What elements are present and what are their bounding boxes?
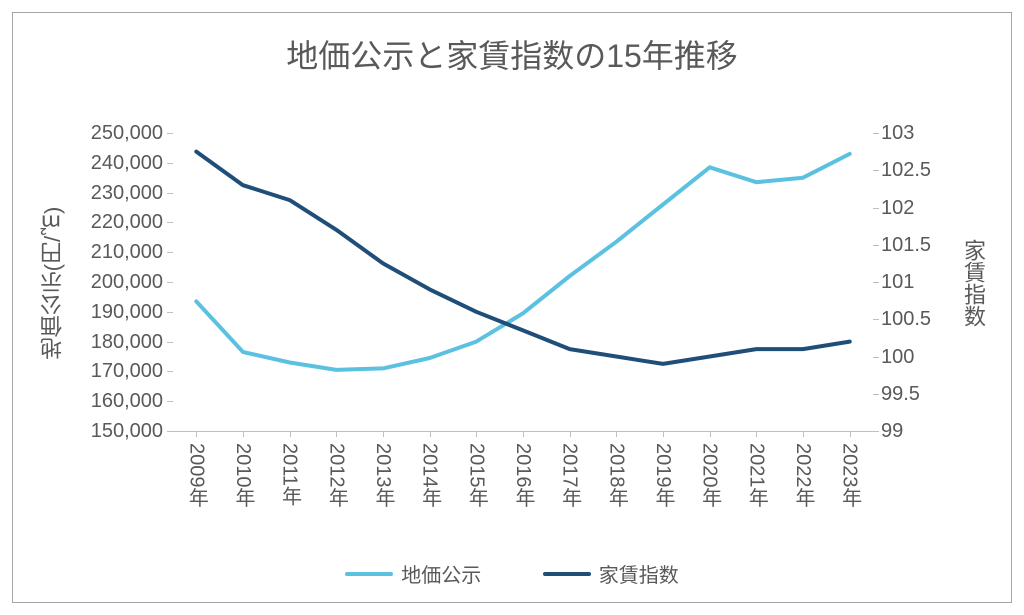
x-tick-label: 2023年 bbox=[840, 443, 860, 508]
legend-label-1: 家賃指数 bbox=[599, 559, 679, 588]
legend-item-0: 地価公示 bbox=[345, 559, 481, 588]
series-line bbox=[196, 152, 849, 364]
x-tick-label: 2012年 bbox=[326, 443, 346, 508]
legend: 地価公示 家賃指数 bbox=[13, 559, 1011, 589]
x-tick-label: 2020年 bbox=[700, 443, 720, 508]
y-right-tick-label: 100 bbox=[881, 347, 951, 367]
y-right-tick-label: 101 bbox=[881, 272, 951, 292]
plot-area bbox=[173, 133, 873, 432]
chart-title: 地価公示と家賃指数の15年推移 bbox=[13, 31, 1011, 77]
series-line bbox=[196, 154, 849, 370]
y-right-tick-label: 100.5 bbox=[881, 309, 951, 329]
legend-item-1: 家賃指数 bbox=[543, 559, 679, 588]
y-right-tick-label: 101.5 bbox=[881, 235, 951, 255]
y-left-tick-label: 220,000 bbox=[73, 212, 163, 232]
x-tick-label: 2013年 bbox=[373, 443, 393, 508]
x-tick-label: 2019年 bbox=[653, 443, 673, 508]
y-left-tick-label: 150,000 bbox=[73, 421, 163, 441]
y-left-tick-label: 170,000 bbox=[73, 361, 163, 381]
y-right-tick-label: 103 bbox=[881, 123, 951, 143]
legend-swatch-0 bbox=[345, 572, 393, 576]
y-left-tick-label: 210,000 bbox=[73, 242, 163, 262]
legend-label-0: 地価公示 bbox=[401, 559, 481, 588]
lines-svg bbox=[173, 133, 873, 431]
y-right-tick-label: 102.5 bbox=[881, 160, 951, 180]
x-tick-label: 2021年 bbox=[746, 443, 766, 508]
y-left-tick-label: 180,000 bbox=[73, 332, 163, 352]
x-tick-label: 2022年 bbox=[793, 443, 813, 508]
y-left-tick-label: 250,000 bbox=[73, 123, 163, 143]
x-tick-label: 2014年 bbox=[420, 443, 440, 508]
y-right-tick-label: 99.5 bbox=[881, 384, 951, 404]
y-right-tick-label: 102 bbox=[881, 198, 951, 218]
x-tick-label: 2016年 bbox=[513, 443, 533, 508]
x-tick-label: 2017年 bbox=[560, 443, 580, 508]
x-tick-label: 2011年 bbox=[280, 443, 300, 506]
y-right-axis-title: 家賃指数 bbox=[957, 239, 989, 327]
y-left-tick-label: 230,000 bbox=[73, 183, 163, 203]
x-tick-label: 2015年 bbox=[466, 443, 486, 508]
y-right-tick-label: 99 bbox=[881, 421, 951, 441]
y-left-tick-label: 160,000 bbox=[73, 391, 163, 411]
x-tick-label: 2010年 bbox=[233, 443, 253, 508]
y-left-tick-label: 200,000 bbox=[73, 272, 163, 292]
legend-swatch-1 bbox=[543, 572, 591, 576]
y-left-axis-title: 地価公示(円/㎡) bbox=[37, 207, 69, 360]
chart-frame: 地価公示と家賃指数の15年推移 地価公示(円/㎡) 家賃指数 150,000 16… bbox=[12, 12, 1012, 603]
y-left-tick-label: 190,000 bbox=[73, 302, 163, 322]
x-tick-label: 2018年 bbox=[606, 443, 626, 508]
x-tick-label: 2009年 bbox=[186, 443, 206, 508]
y-left-tick-label: 240,000 bbox=[73, 153, 163, 173]
